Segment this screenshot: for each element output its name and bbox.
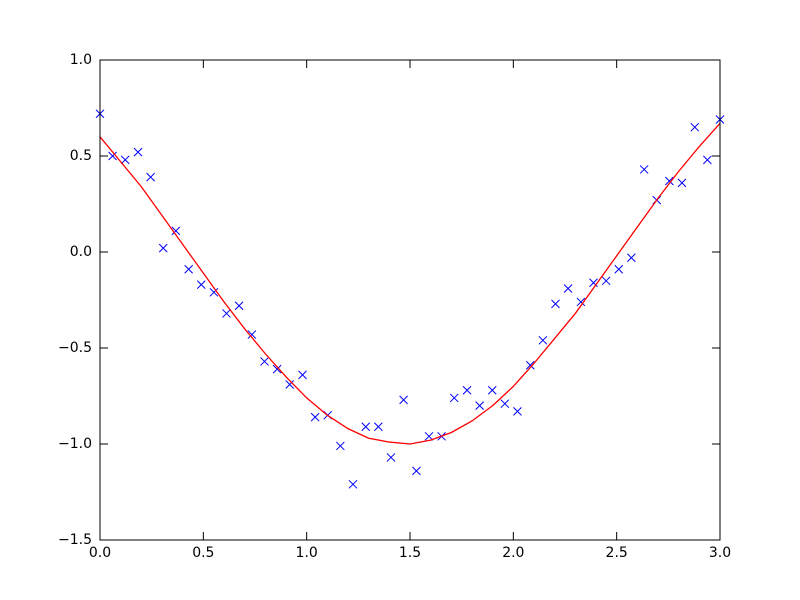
data-point [639, 165, 649, 174]
data-point [462, 385, 472, 395]
data-point [247, 330, 257, 339]
data-point [108, 151, 117, 161]
data-point [386, 453, 396, 462]
x-tick-label: 0.5 [192, 545, 214, 561]
y-tick-label: −1.0 [58, 436, 92, 452]
data-point [551, 299, 560, 309]
data-point [626, 253, 636, 263]
data-point [601, 276, 611, 286]
data-point [677, 178, 687, 188]
data-point [120, 155, 130, 165]
data-point [133, 147, 143, 157]
data-point [184, 264, 194, 274]
data-point [703, 155, 712, 165]
x-tick-label: 1.5 [399, 545, 421, 561]
data-point [348, 479, 358, 489]
data-point [525, 360, 535, 370]
data-point [298, 370, 307, 380]
x-tick-label: 3.0 [709, 545, 731, 561]
data-point [690, 122, 700, 132]
data-point [234, 301, 244, 311]
data-point [361, 422, 371, 432]
data-point [146, 172, 155, 182]
y-tick-label: −0.5 [58, 340, 92, 356]
y-tick-label: −1.5 [58, 532, 92, 548]
data-point [563, 284, 573, 293]
data-point [665, 176, 674, 186]
data-point [272, 364, 282, 374]
data-point [500, 399, 510, 409]
data-point [335, 441, 345, 451]
data-point [222, 309, 231, 318]
data-point [513, 407, 522, 416]
data-point [424, 431, 434, 441]
x-tick-label: 2.0 [502, 545, 524, 561]
data-point [196, 280, 206, 289]
y-tick-label: 0.0 [70, 244, 92, 260]
y-tick-label: 0.5 [70, 148, 92, 164]
data-point [171, 226, 181, 236]
data-point [310, 412, 320, 422]
data-point [374, 422, 383, 432]
data-point [487, 385, 497, 395]
y-tick-label: 1.0 [70, 52, 92, 68]
x-tick-label: 2.5 [606, 545, 628, 561]
x-tick-label: 0.0 [89, 545, 111, 561]
data-point [399, 395, 408, 405]
x-tick-label: 1.0 [296, 545, 318, 561]
data-point [260, 357, 269, 366]
data-point [475, 401, 485, 410]
data-point [538, 335, 548, 345]
data-point [209, 287, 219, 297]
data-point [576, 297, 586, 307]
fit-line [99, 122, 721, 445]
data-point [285, 380, 295, 389]
data-point [158, 243, 168, 253]
data-point [614, 264, 624, 274]
data-point [412, 466, 421, 476]
data-point [449, 393, 459, 403]
